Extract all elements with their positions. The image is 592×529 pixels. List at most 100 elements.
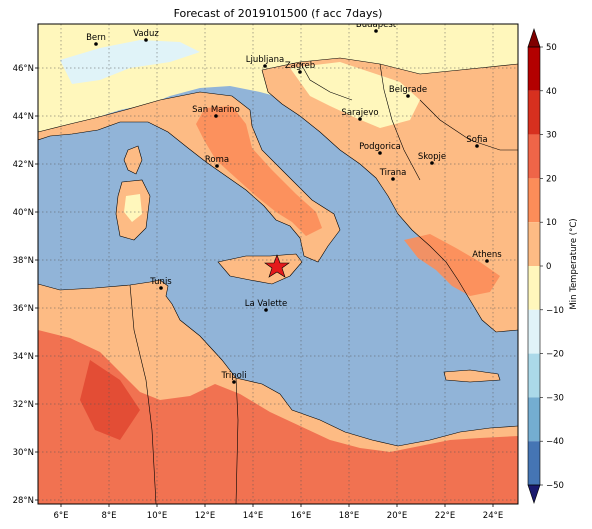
colorbar: 50 40 30 20 10 0 −10 −20 −30 −40 −50 bbox=[527, 28, 564, 504]
lat-tick-label: 36°N bbox=[13, 304, 34, 314]
africa-warm-zone bbox=[38, 330, 518, 504]
city-label: Sofia bbox=[466, 135, 487, 145]
city-dot bbox=[215, 164, 219, 168]
city-dot bbox=[94, 42, 98, 46]
lat-tick-label: 30°N bbox=[13, 448, 34, 458]
balkans-cool-zone bbox=[290, 62, 420, 128]
colorbar-segment bbox=[528, 178, 540, 223]
city-dot bbox=[378, 151, 382, 155]
colorbar-tick-label: −40 bbox=[546, 437, 564, 447]
city-label: Podgorica bbox=[359, 142, 401, 152]
coastlines bbox=[38, 57, 518, 504]
city-dot bbox=[264, 308, 268, 312]
colorbar-tick-label: 0 bbox=[546, 262, 551, 272]
city-label: Sarajevo bbox=[341, 108, 378, 118]
colorbar-segment bbox=[528, 266, 540, 310]
colorbar-tick-label: 50 bbox=[546, 43, 557, 53]
city-dot bbox=[358, 117, 362, 121]
city-label: Budapest bbox=[356, 20, 397, 30]
colorbar-segment bbox=[528, 309, 540, 354]
city-label: Athens bbox=[472, 250, 502, 260]
lat-tick-label: 46°N bbox=[13, 64, 34, 74]
city-label: Tripoli bbox=[220, 371, 246, 381]
lon-tick-label: 16°E bbox=[291, 511, 311, 521]
city-dot bbox=[430, 161, 434, 165]
colorbar-tick-label: −10 bbox=[546, 306, 564, 316]
lon-tick-label: 22°E bbox=[435, 511, 455, 521]
italy-land bbox=[38, 92, 340, 262]
city-label: Skopje bbox=[418, 152, 446, 162]
city-dot bbox=[374, 29, 378, 33]
city-dot bbox=[214, 114, 218, 118]
lat-tick-label: 40°N bbox=[13, 208, 34, 218]
colorbar-tick-label: −20 bbox=[546, 350, 564, 360]
map-title: Forecast of 2019101500 (f acc 7days) bbox=[173, 7, 383, 20]
lon-tick-label: 20°E bbox=[387, 511, 407, 521]
city-label: Ljubljana bbox=[246, 55, 284, 65]
colorbar-tick-label: 20 bbox=[546, 174, 557, 184]
lon-tick-label: 10°E bbox=[147, 511, 167, 521]
city-dot bbox=[232, 380, 236, 384]
lat-tick-label: 38°N bbox=[13, 256, 34, 266]
city-label: Vaduz bbox=[133, 29, 159, 39]
colorbar-segment bbox=[528, 441, 540, 485]
graticule bbox=[38, 24, 518, 504]
city-dot bbox=[391, 177, 395, 181]
colorbar-tick-label: −30 bbox=[546, 393, 564, 403]
city-label: Tunis bbox=[149, 277, 172, 287]
lon-tick-label: 6°E bbox=[53, 511, 68, 521]
city-dot bbox=[406, 94, 410, 98]
colorbar-tick-label: 30 bbox=[546, 131, 557, 141]
colorbar-segment bbox=[528, 47, 540, 91]
lat-tick-label: 42°N bbox=[13, 160, 34, 170]
city-label: Zagreb bbox=[285, 61, 315, 71]
colorbar-tick-label: −50 bbox=[546, 481, 564, 491]
city-dot bbox=[144, 38, 148, 42]
city-label: Bern bbox=[86, 33, 106, 43]
crete-land bbox=[444, 370, 500, 382]
colorbar-tick-label: 40 bbox=[546, 87, 557, 97]
lat-tick-label: 28°N bbox=[13, 496, 34, 506]
lon-tick-label: 8°E bbox=[101, 511, 116, 521]
colorbar-segment bbox=[528, 397, 540, 442]
city-label: La Valette bbox=[245, 299, 288, 309]
city-dot bbox=[298, 70, 302, 74]
map-frame bbox=[37, 23, 519, 505]
city-label: Roma bbox=[205, 155, 229, 165]
lon-tick-label: 14°E bbox=[243, 511, 263, 521]
city-label: Belgrade bbox=[389, 85, 427, 95]
lat-tick-label: 44°N bbox=[13, 112, 34, 122]
city-label: Tirana bbox=[379, 168, 407, 178]
lon-tick-label: 18°E bbox=[339, 511, 359, 521]
colorbar-label: Min Temperature (°C) bbox=[569, 218, 579, 309]
lat-tick-label: 34°N bbox=[13, 352, 34, 362]
colorbar-segment bbox=[528, 90, 540, 135]
colorbar-bottom-extension bbox=[527, 484, 541, 504]
longitude-axis: 6°E 8°E 10°E 12°E 14°E 16°E 18°E 20°E 22°E 24°E bbox=[53, 504, 503, 521]
africa-hot-spot bbox=[80, 360, 140, 440]
city-dot bbox=[263, 64, 267, 68]
lon-tick-label: 12°E bbox=[195, 511, 215, 521]
lat-tick-label: 32°N bbox=[13, 400, 34, 410]
greece-warm-zone bbox=[404, 234, 500, 296]
latitude-axis: 46°N 44°N 42°N 40°N 38°N 36°N 34°N 32°N 30°N 28°N bbox=[13, 64, 38, 506]
italy-warm-zone bbox=[196, 106, 322, 236]
corsica-land bbox=[124, 146, 142, 174]
alps-cold-zone bbox=[60, 40, 200, 84]
city-dot bbox=[475, 144, 479, 148]
colorbar-segment bbox=[528, 134, 540, 179]
city-dot bbox=[485, 259, 489, 263]
city-dot bbox=[159, 286, 163, 290]
city-label: San Marino bbox=[192, 105, 240, 115]
location-star-marker bbox=[264, 254, 290, 278]
colorbar-segment bbox=[528, 222, 540, 266]
colorbar-tick-label: 10 bbox=[546, 218, 557, 228]
sardinia-cool-zone bbox=[124, 194, 142, 222]
colorbar-top-extension bbox=[527, 28, 541, 48]
sicily-land bbox=[218, 254, 302, 284]
lon-tick-label: 24°E bbox=[483, 511, 503, 521]
colorbar-segment bbox=[528, 353, 540, 398]
